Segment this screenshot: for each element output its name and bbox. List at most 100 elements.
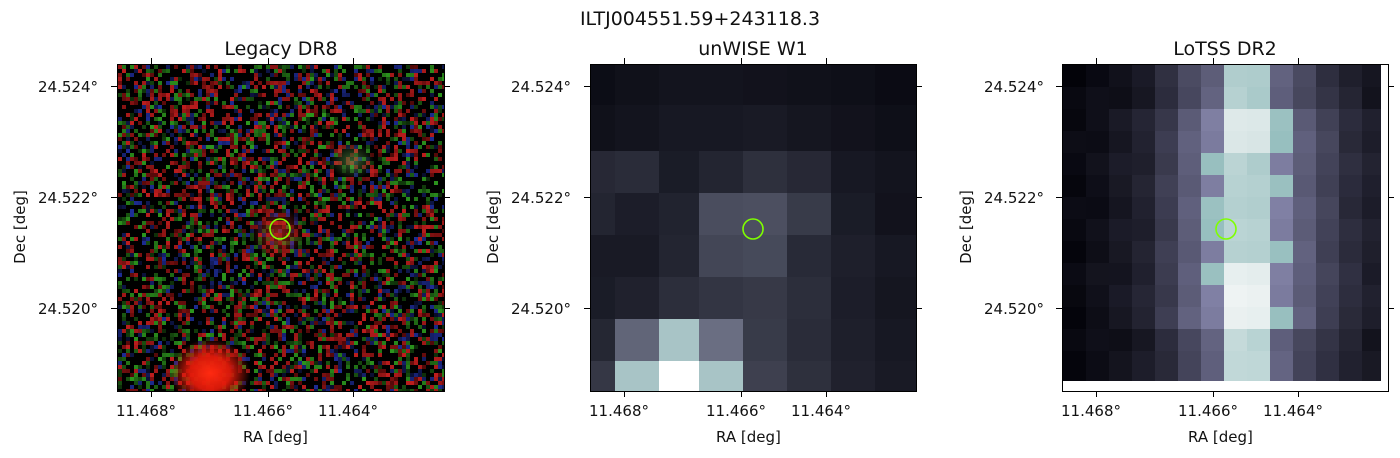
image-pixel — [591, 235, 615, 277]
image-pixel — [1132, 285, 1155, 307]
image-pixel — [699, 235, 743, 277]
image-pixel — [1270, 65, 1293, 87]
x-tick-top — [741, 58, 742, 64]
image-pixel — [1063, 329, 1086, 351]
target-marker — [742, 218, 764, 240]
image-pixel — [1247, 109, 1270, 131]
image-pixel — [591, 151, 615, 193]
image-pixel — [1339, 109, 1362, 131]
xtick-label: 11.466° — [233, 402, 293, 420]
image-pixel — [659, 151, 699, 193]
image-pixel — [1132, 307, 1155, 329]
image-pixel — [1270, 219, 1293, 241]
image-pixel — [1293, 307, 1316, 329]
image-pixel — [1247, 329, 1270, 351]
image-pixel — [1155, 263, 1178, 285]
image-pixel — [1339, 219, 1362, 241]
image-pixel — [1178, 351, 1201, 381]
ytick-label: 24.520° — [38, 300, 98, 318]
ytick-label: 24.524° — [511, 78, 571, 96]
image-pixel — [1316, 329, 1339, 351]
image-pixel — [1201, 241, 1224, 263]
image-pixel — [1293, 197, 1316, 219]
image-pixel — [1201, 175, 1224, 197]
image-pixel — [1178, 307, 1201, 329]
image-pixel — [615, 319, 659, 361]
image-pixel — [1316, 65, 1339, 87]
y-tick-right — [916, 86, 922, 87]
image-pixel — [1247, 131, 1270, 153]
image-pixel — [1109, 131, 1132, 153]
image-pixel — [1063, 219, 1086, 241]
x-tick-bottom — [151, 391, 152, 397]
image-pixel — [591, 65, 615, 105]
y-tick-right — [1388, 308, 1394, 309]
y-tick-right — [444, 197, 450, 198]
ytick-label: 24.524° — [984, 78, 1044, 96]
x-tick-top — [826, 58, 827, 64]
x-tick-bottom — [353, 391, 354, 397]
image-pixel — [659, 361, 699, 391]
image-pixel — [787, 361, 831, 391]
image-pixel — [591, 319, 615, 361]
image-pixel — [1063, 285, 1086, 307]
image-pixel — [1362, 131, 1381, 153]
y-tick-right — [444, 308, 450, 309]
image-pixel — [787, 235, 831, 277]
image-pixel — [743, 151, 787, 193]
image-pixel — [1362, 175, 1381, 197]
image-pixel — [1362, 65, 1381, 87]
y-tick-left — [111, 308, 117, 309]
image-pixel — [1201, 109, 1224, 131]
image-pixel — [1339, 241, 1362, 263]
image-pixel — [1201, 197, 1224, 219]
image-pixel — [1316, 109, 1339, 131]
image-pixel — [1316, 219, 1339, 241]
image-pixel — [831, 151, 875, 193]
image-pixel — [1178, 285, 1201, 307]
image-pixel — [1224, 241, 1247, 263]
image-pixel — [1224, 351, 1247, 381]
image-pixel — [1224, 175, 1247, 197]
image-pixel — [1316, 351, 1339, 381]
image-pixel — [1270, 153, 1293, 175]
image-pixel — [1109, 241, 1132, 263]
image-pixel — [699, 65, 743, 105]
y-tick-right — [916, 308, 922, 309]
image-pixel — [1270, 87, 1293, 109]
ytick-label: 24.524° — [38, 78, 98, 96]
image-pixel — [1224, 65, 1247, 87]
image-pixel — [1293, 109, 1316, 131]
image-pixel — [615, 277, 659, 319]
image-pixel — [659, 65, 699, 105]
image-pixel — [787, 319, 831, 361]
image-pixel — [743, 277, 787, 319]
image-pixel — [1178, 329, 1201, 351]
image-pixel — [1339, 131, 1362, 153]
image-pixel — [1224, 131, 1247, 153]
y-tick-left — [111, 86, 117, 87]
image-pixel — [1339, 329, 1362, 351]
image-pixel — [1316, 263, 1339, 285]
faint-source — [330, 143, 374, 179]
image-pixel — [659, 235, 699, 277]
xtick-label: 11.466° — [1178, 402, 1238, 420]
image-pixel — [1109, 219, 1132, 241]
image-pixel — [831, 65, 875, 105]
image-pixel — [699, 105, 743, 151]
image-pixel — [1178, 65, 1201, 87]
image-pixel — [743, 105, 787, 151]
image-pixel — [1109, 87, 1132, 109]
image-pixel — [1362, 307, 1381, 329]
x-axis-label: RA [deg] — [1188, 428, 1253, 446]
image-pixel — [1155, 197, 1178, 219]
image-pixel — [875, 319, 916, 361]
image-pixel — [1316, 307, 1339, 329]
x-tick-bottom — [1213, 391, 1214, 397]
image-pixel — [1224, 197, 1247, 219]
image-pixel — [1247, 307, 1270, 329]
image-pixel — [1155, 131, 1178, 153]
y-tick-left — [584, 86, 590, 87]
target-marker — [1215, 218, 1237, 240]
